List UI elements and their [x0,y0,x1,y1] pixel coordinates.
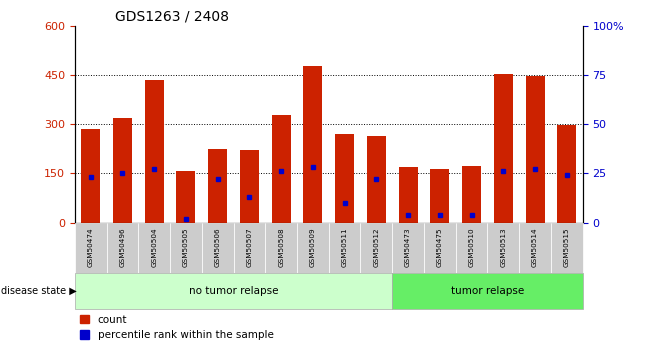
Bar [271,115,290,223]
Bar [208,149,227,223]
Text: GSM50507: GSM50507 [247,228,253,267]
Bar [367,136,386,223]
Bar [202,223,234,273]
Bar [519,223,551,273]
Bar [107,223,138,273]
Text: GSM50510: GSM50510 [469,228,475,267]
Bar [525,76,544,223]
Bar [297,223,329,273]
Text: tumor relapse: tumor relapse [450,286,524,296]
Bar [488,223,519,273]
Text: GSM50513: GSM50513 [501,228,506,267]
Bar [551,223,583,273]
Text: GSM50475: GSM50475 [437,228,443,267]
Bar [113,118,132,223]
Bar [266,223,297,273]
Bar [81,129,100,223]
Text: GSM50505: GSM50505 [183,228,189,267]
Bar [557,125,576,223]
Bar [329,223,361,273]
Text: GSM50515: GSM50515 [564,228,570,267]
Bar [398,167,418,223]
Bar [392,273,583,309]
Bar [392,223,424,273]
Bar [456,223,488,273]
Text: GSM50473: GSM50473 [405,228,411,267]
Text: GSM50474: GSM50474 [88,228,94,267]
Text: disease state ▶: disease state ▶ [1,286,77,296]
Bar [234,223,266,273]
Legend: count, percentile rank within the sample: count, percentile rank within the sample [80,315,273,340]
Bar [240,150,259,223]
Text: no tumor relapse: no tumor relapse [189,286,278,296]
Bar [424,223,456,273]
Bar [176,171,195,223]
Text: GSM50496: GSM50496 [120,228,126,267]
Bar [361,223,392,273]
Text: GSM50514: GSM50514 [532,228,538,267]
Bar [75,223,107,273]
Bar [75,273,392,309]
Text: GSM50512: GSM50512 [374,228,380,267]
Bar [139,223,170,273]
Bar [145,80,164,223]
Bar [493,75,513,223]
Text: GSM50508: GSM50508 [278,228,284,267]
Text: GSM50511: GSM50511 [342,228,348,267]
Bar [430,169,449,223]
Bar [335,134,354,223]
Text: GSM50509: GSM50509 [310,228,316,267]
Text: GDS1263 / 2408: GDS1263 / 2408 [115,9,230,23]
Bar [303,66,322,223]
Text: GSM50504: GSM50504 [151,228,157,267]
Text: GSM50506: GSM50506 [215,228,221,267]
Bar [462,166,481,223]
Bar [170,223,202,273]
